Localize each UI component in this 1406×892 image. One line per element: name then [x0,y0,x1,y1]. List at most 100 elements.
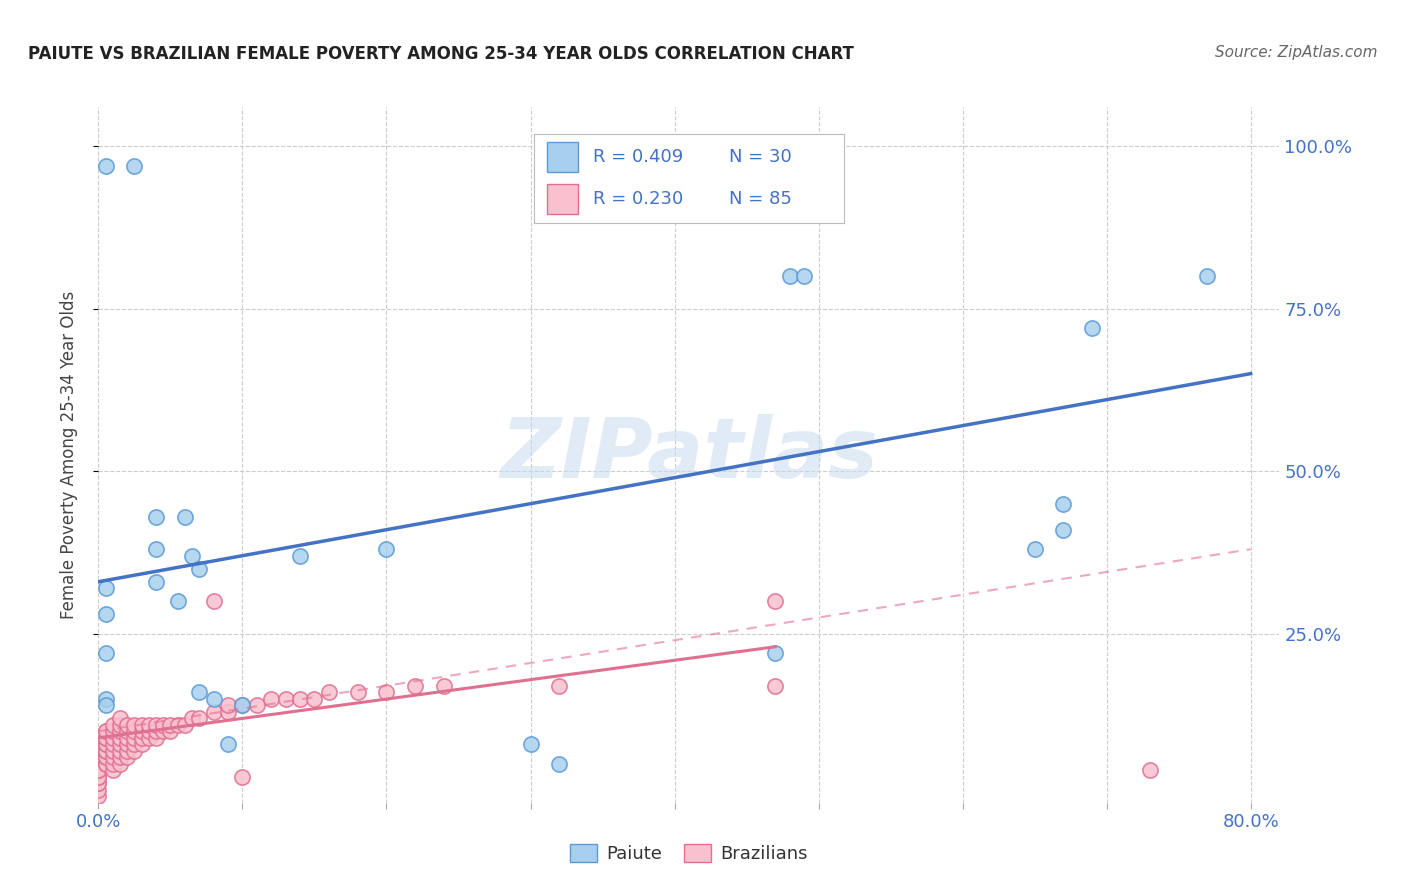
Point [152,724,174,739]
Point [115,724,138,739]
Point [375,542,398,557]
Point [763,594,786,608]
Point [94,724,117,739]
Point [87,764,110,778]
Point [152,718,174,732]
Point [94,750,117,764]
Point [763,646,786,660]
Point [1081,321,1104,335]
Point [1024,542,1046,557]
Point [101,750,124,764]
Text: N = 30: N = 30 [730,148,792,166]
Point [145,542,167,557]
Point [548,679,571,693]
Point [793,269,815,284]
Point [145,724,167,739]
Point [87,770,110,784]
Point [87,764,110,778]
Point [202,691,225,706]
Point [94,744,117,758]
Point [124,744,146,758]
Point [101,744,124,758]
Point [94,737,117,751]
Text: N = 85: N = 85 [730,190,792,208]
Point [217,737,239,751]
Point [108,731,131,745]
Text: R = 0.230: R = 0.230 [593,190,683,208]
Point [217,705,239,719]
Point [404,679,426,693]
Point [108,756,131,771]
Point [94,737,117,751]
Point [131,718,153,732]
Point [94,607,117,622]
Point [202,705,225,719]
Point [101,737,124,751]
Point [131,737,153,751]
Point [231,698,253,713]
Point [115,750,138,764]
Point [763,679,786,693]
Point [779,269,801,284]
Bar [547,184,578,214]
Point [231,698,253,713]
Point [173,509,195,524]
Legend: Paiute, Brazilians: Paiute, Brazilians [562,837,815,871]
Point [288,549,311,563]
Point [159,724,181,739]
Point [115,744,138,758]
Point [246,698,269,713]
Point [1139,764,1161,778]
Point [1197,269,1219,284]
Point [94,159,117,173]
Point [260,691,283,706]
Point [87,776,110,790]
Point [166,594,188,608]
Point [131,731,153,745]
Point [94,698,117,713]
Text: R = 0.409: R = 0.409 [593,148,683,166]
Point [108,718,131,732]
Point [94,731,117,745]
Point [131,724,153,739]
Point [138,724,160,739]
Point [548,756,571,771]
Point [188,562,211,576]
Point [108,737,131,751]
Point [108,724,131,739]
Point [181,549,204,563]
Point [202,594,225,608]
Point [231,770,253,784]
Point [115,731,138,745]
Point [101,718,124,732]
Point [145,509,167,524]
Point [124,731,146,745]
Point [304,691,326,706]
Point [124,159,146,173]
Point [138,731,160,745]
Point [519,737,541,751]
Bar [547,142,578,172]
Point [108,744,131,758]
Point [101,724,124,739]
Point [87,776,110,790]
Point [124,737,146,751]
Y-axis label: Female Poverty Among 25-34 Year Olds: Female Poverty Among 25-34 Year Olds [59,291,77,619]
Point [145,574,167,589]
Point [124,718,146,732]
Point [346,685,368,699]
Point [124,724,146,739]
Point [115,718,138,732]
Point [188,685,211,699]
Point [108,711,131,725]
Point [87,770,110,784]
Point [94,581,117,595]
Point [101,756,124,771]
Point [87,782,110,797]
Point [94,691,117,706]
Point [94,646,117,660]
Point [375,685,398,699]
Text: Source: ZipAtlas.com: Source: ZipAtlas.com [1215,45,1378,60]
Point [101,764,124,778]
Point [145,718,167,732]
